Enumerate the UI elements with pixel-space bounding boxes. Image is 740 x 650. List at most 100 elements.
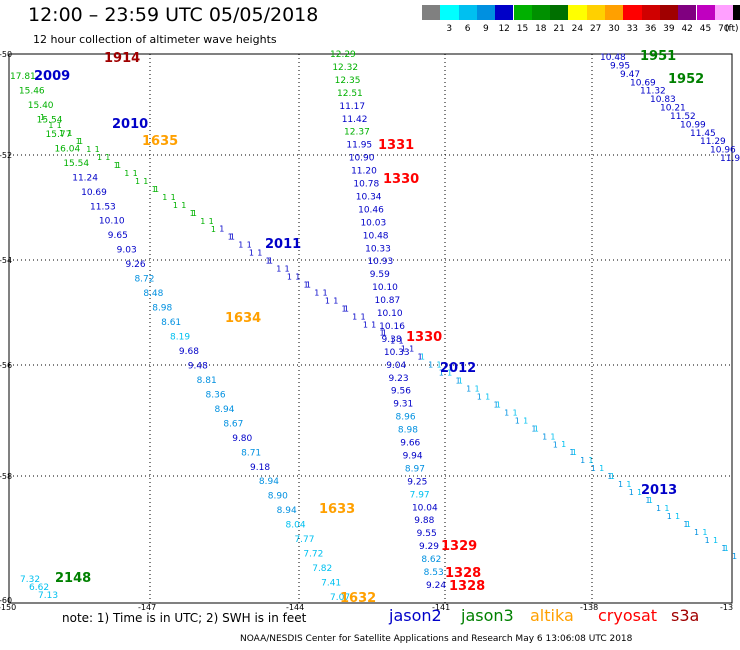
track-mark: 1	[561, 440, 566, 449]
wave-height-value: 11.53	[90, 202, 116, 212]
track-mark: 1	[95, 145, 100, 154]
time-label: 1951	[640, 49, 676, 64]
track-mark: 1	[588, 456, 593, 465]
wave-height-value: 11.42	[342, 115, 368, 125]
wave-height-value: 10.48	[363, 231, 389, 241]
wave-height-value: 10.69	[81, 188, 107, 198]
wave-height-value: 11.9	[720, 154, 740, 164]
page-subtitle: 12 hour collection of altimeter wave hei…	[33, 33, 277, 46]
track-mark: 1	[398, 336, 403, 345]
legend-label: 12	[498, 24, 510, 34]
time-label: 2010	[112, 117, 148, 132]
track-mark: 1	[724, 544, 729, 553]
legend-swatch	[476, 5, 496, 20]
wave-height-value: 11.32	[640, 87, 666, 97]
track-mark: 1	[209, 217, 214, 226]
wave-height-value: 15.46	[19, 86, 45, 96]
wave-height-value: 10.46	[358, 205, 384, 215]
track-mark: 1	[439, 368, 444, 377]
track-mark: 1	[694, 528, 699, 537]
track-mark: 1	[683, 520, 688, 529]
wave-height-value: 10.69	[630, 78, 656, 88]
legend-swatch	[513, 5, 532, 20]
lon-tick-label: -13	[720, 603, 733, 612]
track-mark: 1	[200, 217, 205, 226]
legend-swatch	[422, 5, 441, 20]
wave-height-value: 8.90	[268, 492, 288, 502]
wave-height-value: 9.59	[370, 270, 390, 280]
track-mark: 1	[656, 504, 661, 513]
wave-height-value: 10.96	[710, 146, 736, 156]
track-mark: 1	[238, 241, 243, 250]
wave-height-value: 9.65	[108, 231, 128, 241]
track-mark: 1	[352, 313, 357, 322]
wave-height-value: 9.38	[382, 335, 402, 345]
track-mark: 1	[466, 384, 471, 393]
time-label: 2148	[55, 571, 91, 586]
track-mark: 1	[618, 480, 623, 489]
legend-swatch	[605, 5, 624, 20]
track-mark: 1	[76, 137, 81, 146]
track-mark: 1	[86, 145, 91, 154]
wave-height-value: 10.03	[360, 218, 386, 228]
track-mark: 1	[664, 504, 669, 513]
track-mark: 1	[59, 129, 64, 138]
track-mark: 1	[436, 360, 441, 369]
track-mark: 1	[257, 249, 262, 258]
track-mark: 1	[629, 488, 634, 497]
track-mark: 1	[409, 344, 414, 353]
track-mark: 1	[154, 185, 159, 194]
lat-tick-label: -52	[0, 151, 12, 160]
track-mark: 1	[162, 193, 167, 202]
credit-line: NOAA/NESDIS Center for Satellite Applica…	[240, 634, 633, 644]
wave-height-value: 9.29	[419, 542, 439, 552]
legend-swatch	[440, 5, 459, 20]
track-mark: 1	[504, 408, 509, 417]
track-mark: 1	[534, 424, 539, 433]
legend-label: 24	[571, 24, 584, 34]
track-mark: 1	[276, 265, 281, 274]
legend-label: 42	[681, 24, 693, 34]
wave-height-value: 8.61	[161, 318, 181, 328]
wave-height-value: 8.71	[241, 448, 261, 458]
wave-height-value: 10.33	[365, 244, 391, 254]
wave-height-value: 9.18	[250, 463, 270, 473]
track-mark: 1	[363, 321, 368, 330]
track-mark: 1	[512, 408, 517, 417]
track-mark: 1	[420, 352, 425, 361]
wave-height-value: 8.62	[421, 555, 441, 565]
track-mark: 1	[285, 265, 290, 274]
time-label: 1328	[449, 579, 485, 594]
wave-height-value: 9.94	[403, 451, 423, 461]
track-mark: 1	[648, 496, 653, 505]
time-label: 2009	[34, 69, 70, 84]
wave-height-value: 9.31	[393, 400, 413, 410]
legend-swatch	[659, 5, 679, 20]
wave-height-value: 10.48	[600, 53, 626, 63]
wave-height-value: 8.94	[259, 477, 279, 487]
wave-height-value: 7.82	[312, 564, 332, 574]
map-frame	[8, 53, 733, 604]
wave-height-value: 9.95	[610, 61, 630, 71]
time-label: 1634	[225, 311, 261, 326]
wave-height-value: 15.77	[46, 130, 72, 140]
track-mark: 1	[190, 209, 195, 218]
track-mark: 1	[266, 257, 271, 266]
legend-swatch	[641, 5, 660, 20]
track-mark: 1	[124, 169, 129, 178]
legend-swatch	[714, 5, 734, 20]
track-mark: 1	[428, 360, 433, 369]
lat-tick-label: -54	[0, 256, 12, 265]
wave-height-value: 9.48	[188, 361, 208, 371]
wave-height-value: 8.36	[206, 390, 226, 400]
wave-height-value: 9.24	[426, 581, 446, 591]
time-label: 1329	[441, 539, 477, 554]
legend-unit: (ft)	[725, 24, 739, 34]
time-label: 2013	[641, 483, 677, 498]
wave-height-value: 7.13	[38, 591, 58, 601]
time-label: 1330	[383, 172, 419, 187]
wave-height-value: 7.77	[294, 535, 314, 545]
time-label: 1330	[406, 330, 442, 345]
track-mark: 1	[143, 177, 148, 186]
track-mark: 1	[477, 392, 482, 401]
